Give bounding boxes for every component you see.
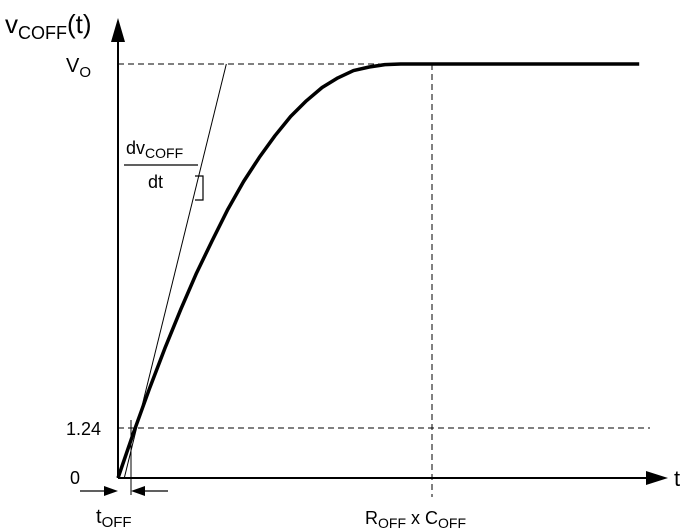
x-tick-rc-r: R (365, 508, 378, 528)
svg-text:tOFF: tOFF (96, 506, 132, 529)
slope-marker (195, 175, 204, 201)
y-axis-arrow (111, 18, 125, 42)
svg-text:ROFF x COFF: ROFF x COFF (365, 508, 466, 529)
slope-denominator: dt (148, 172, 163, 192)
voltage-curve (116, 62, 640, 479)
y-tick-vo-sub: O (79, 64, 91, 81)
slope-numerator-sub: COFF (145, 145, 183, 161)
x-tick-rc-mid: x C (406, 508, 438, 528)
toff-right-arrowhead (131, 486, 145, 496)
toff-left-arrowhead (104, 486, 118, 496)
slope-numerator: dv (126, 138, 145, 158)
y-axis-label-sub: COFF (18, 23, 67, 43)
y-tick-zero: 0 (70, 468, 80, 488)
x-tick-toff-sub: OFF (102, 514, 132, 529)
x-axis-label: t (674, 466, 680, 491)
svg-text:VO: VO (66, 55, 91, 81)
y-tick-threshold: 1.24 (66, 419, 101, 439)
x-axis-arrow (646, 471, 668, 485)
x-tick-toff: t (96, 506, 102, 528)
svg-text:vCOFF(t): vCOFF(t) (5, 9, 92, 43)
y-axis-label-main: v (5, 9, 18, 39)
y-tick-vo: V (66, 55, 80, 77)
y-axis-label-suffix: (t) (67, 9, 92, 39)
x-tick-rc-sub2: OFF (438, 515, 466, 529)
svg-text:dvCOFF: dvCOFF (126, 138, 183, 161)
x-tick-rc-sub1: OFF (378, 515, 406, 529)
